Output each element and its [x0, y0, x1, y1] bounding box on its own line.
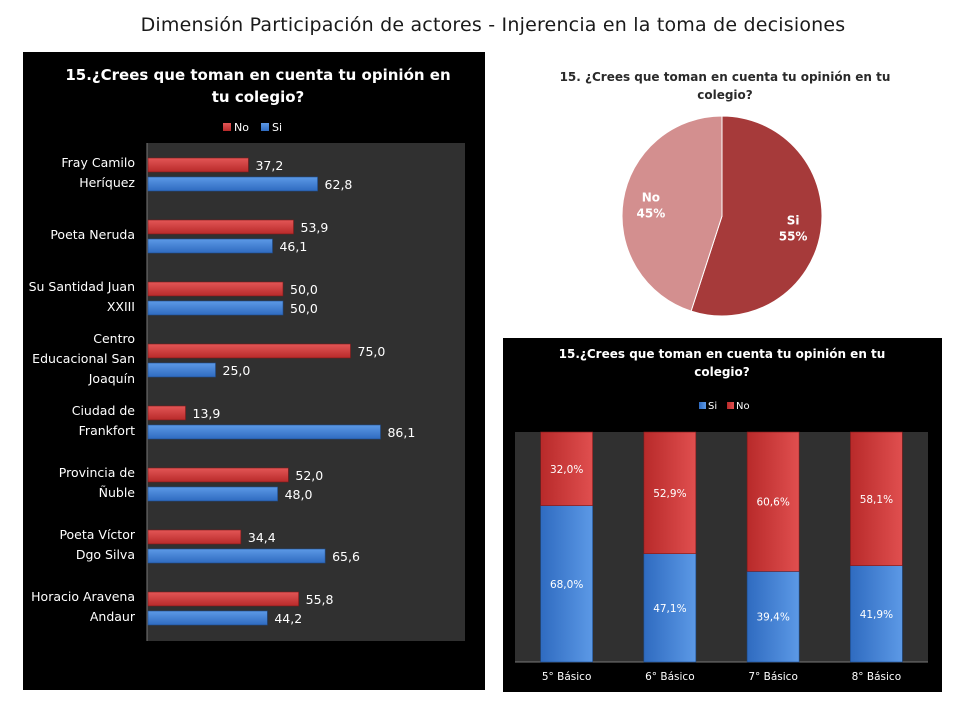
page-title: Dimensión Participación de actores - Inj… — [140, 14, 846, 36]
category-label: Dgo Silva — [76, 547, 135, 562]
bar-si — [147, 238, 273, 254]
category-label: Fray Camilo — [61, 155, 135, 170]
bar-si — [540, 505, 593, 663]
category-label: 7° Básico — [748, 671, 798, 683]
bar-si — [147, 486, 278, 502]
data-label-si: 47,1% — [653, 603, 686, 615]
pie-label-name: No — [642, 191, 660, 205]
category-label: Andaur — [90, 609, 136, 624]
data-label-si: 86,1 — [387, 425, 415, 440]
bar-si — [147, 176, 318, 192]
pie-label-value: 55% — [779, 229, 808, 243]
bar-si — [147, 610, 268, 626]
pie-label-value: 45% — [637, 207, 666, 221]
bar-no — [540, 431, 593, 506]
category-label: Heríquez — [79, 175, 135, 190]
data-label-si: 39,4% — [756, 612, 789, 624]
category-label: Ñuble — [99, 485, 136, 500]
category-label: Poeta Neruda — [50, 227, 135, 242]
legend-swatch-si — [699, 402, 706, 409]
bar-no — [850, 431, 903, 566]
category-label: Educacional San — [32, 351, 135, 366]
bar-no — [147, 281, 284, 297]
category-label: XXIII — [107, 299, 135, 314]
category-label: Ciudad de — [72, 403, 136, 418]
chart-title: 15.¿Crees que toman en cuenta tu opinión… — [65, 66, 450, 84]
bar-si — [147, 548, 326, 564]
bar-si — [147, 424, 381, 440]
category-label: 8° Básico — [852, 671, 902, 683]
data-label-no: 34,4 — [248, 530, 276, 545]
bar-no — [147, 405, 186, 421]
bar-no — [147, 591, 299, 607]
category-label: Frankfort — [79, 423, 135, 438]
category-label: 5° Básico — [542, 671, 592, 683]
pie-label-name: Si — [787, 213, 800, 227]
category-label: Centro — [93, 331, 135, 346]
legend-label-si: Si — [708, 401, 717, 412]
chart-title: colegio? — [694, 365, 750, 379]
pie-title: colegio? — [697, 88, 753, 102]
legend-swatch-no — [223, 123, 231, 131]
category-label: Joaquín — [88, 371, 135, 386]
bar-si — [850, 565, 903, 663]
bar-no — [746, 431, 800, 572]
chart-title: 15.¿Crees que toman en cuenta tu opinión… — [559, 347, 886, 361]
bar-si — [147, 362, 216, 378]
bar-no — [147, 467, 289, 483]
bar-si — [147, 300, 284, 316]
legend-swatch-no — [727, 402, 734, 409]
data-label-no: 60,6% — [756, 497, 789, 509]
data-label-si: 50,0 — [290, 301, 318, 316]
data-label-si: 65,6 — [332, 549, 360, 564]
bar-si — [746, 571, 800, 663]
pie-slice-si — [690, 115, 823, 317]
data-label-no: 52,0 — [295, 468, 323, 483]
grade-stacked-chart-panel: 15.¿Crees que toman en cuenta tu opinión… — [503, 338, 942, 692]
pie-chart: 15. ¿Crees que toman en cuenta tu opinió… — [560, 70, 891, 317]
data-label-si: 62,8 — [325, 177, 353, 192]
data-label-no: 50,0 — [290, 282, 318, 297]
data-label-no: 55,8 — [306, 592, 334, 607]
legend-swatch-si — [261, 123, 269, 131]
bar-no — [147, 343, 351, 359]
data-label-no: 53,9 — [301, 220, 329, 235]
grade-stacked-chart: 15.¿Crees que toman en cuenta tu opinión… — [515, 347, 928, 683]
legend-label-no: No — [234, 121, 249, 134]
category-label: Provincia de — [59, 465, 136, 480]
data-label-si: 68,0% — [550, 579, 583, 591]
data-label-no: 52,9% — [653, 488, 686, 500]
legend-label-no: No — [736, 401, 750, 412]
bar-no — [147, 157, 249, 173]
data-label-no: 75,0 — [358, 344, 386, 359]
school-bar-chart: 15.¿Crees que toman en cuenta tu opinión… — [29, 66, 465, 641]
pie-slice-no — [621, 115, 723, 312]
category-label: Su Santidad Juan — [29, 279, 135, 294]
data-label-si: 44,2 — [274, 611, 302, 626]
pie-chart-panel: 15. ¿Crees que toman en cuenta tu opinió… — [535, 60, 910, 330]
legend-label-si: Si — [272, 121, 282, 134]
data-label-si: 25,0 — [223, 363, 251, 378]
chart-title: tu colegio? — [212, 88, 304, 106]
data-label-no: 37,2 — [255, 158, 283, 173]
category-label: Poeta Víctor — [59, 527, 135, 542]
category-label: Horacio Aravena — [31, 589, 135, 604]
data-label-no: 13,9 — [193, 406, 221, 421]
data-label-si: 41,9% — [860, 609, 893, 621]
bar-no — [147, 529, 242, 545]
data-label-no: 58,1% — [860, 494, 893, 506]
data-label-si: 48,0 — [285, 487, 313, 502]
bar-no — [147, 219, 294, 235]
bar-no — [643, 431, 697, 554]
school-bar-chart-panel: 15.¿Crees que toman en cuenta tu opinión… — [23, 52, 485, 690]
plot-area — [147, 143, 465, 641]
data-label-no: 32,0% — [550, 464, 583, 476]
pie-title: 15. ¿Crees que toman en cuenta tu opinió… — [560, 70, 891, 84]
category-label: 6° Básico — [645, 671, 695, 683]
data-label-si: 46,1 — [279, 239, 307, 254]
